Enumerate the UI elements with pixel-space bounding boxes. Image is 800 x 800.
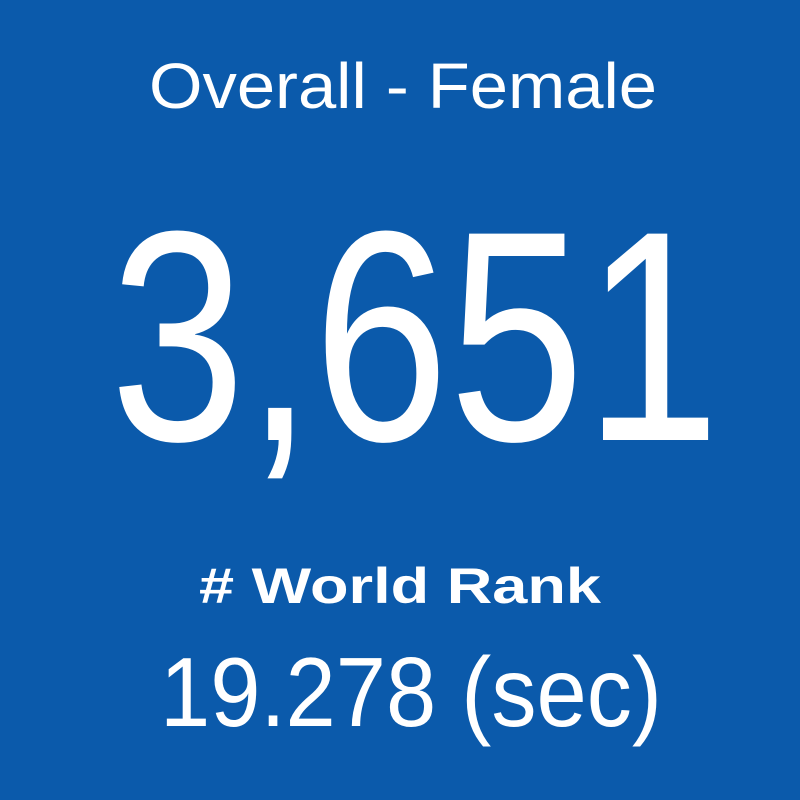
time-value: 19.278 (sec): [160, 637, 662, 747]
card-title: Overall - Female: [149, 50, 657, 122]
rank-value: 3,651: [110, 168, 720, 504]
rank-label: # World Rank: [199, 558, 601, 614]
